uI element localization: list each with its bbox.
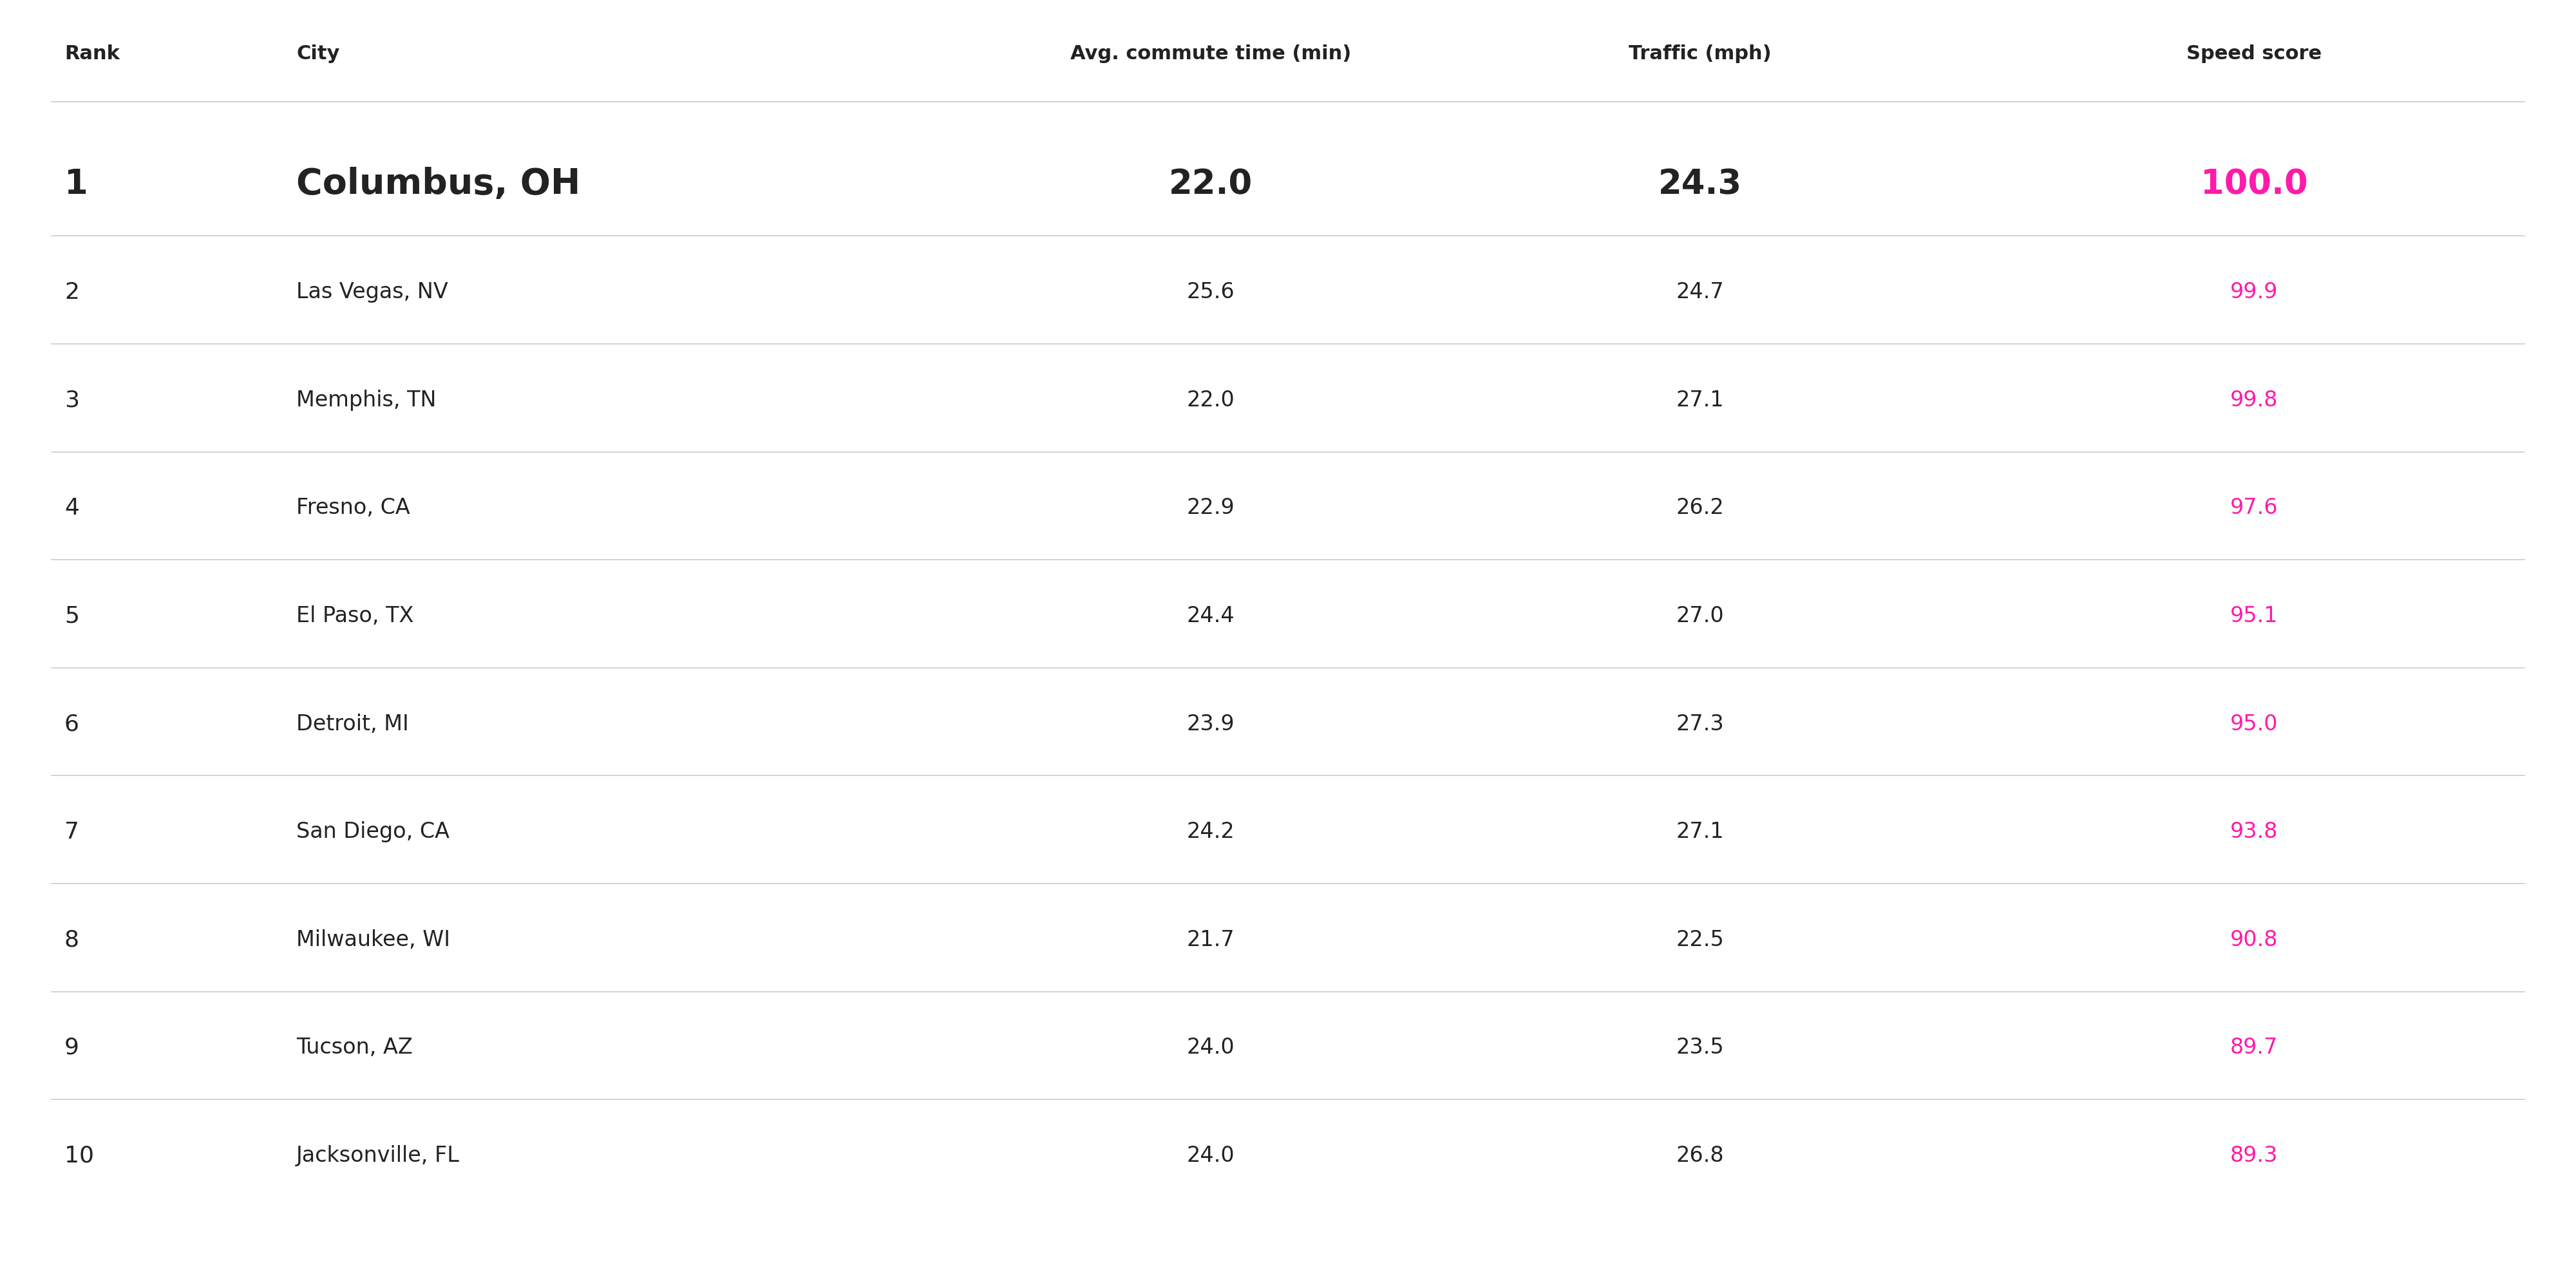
- Text: 4: 4: [64, 497, 80, 519]
- Text: Las Vegas, NV: Las Vegas, NV: [296, 282, 448, 302]
- Text: 3: 3: [64, 389, 80, 411]
- Text: 21.7: 21.7: [1188, 930, 1234, 950]
- Text: 24.0: 24.0: [1188, 1146, 1234, 1166]
- Text: Rank: Rank: [64, 44, 118, 64]
- Text: 7: 7: [64, 820, 80, 843]
- Text: Fresno, CA: Fresno, CA: [296, 498, 410, 518]
- Text: 2: 2: [64, 281, 80, 304]
- Text: El Paso, TX: El Paso, TX: [296, 606, 415, 626]
- Text: 9: 9: [64, 1036, 80, 1059]
- Text: 25.6: 25.6: [1188, 282, 1234, 302]
- Text: 24.4: 24.4: [1188, 606, 1234, 626]
- Text: 10: 10: [64, 1144, 93, 1167]
- Text: 99.9: 99.9: [2231, 282, 2277, 302]
- Text: 8: 8: [64, 928, 80, 951]
- Text: 95.1: 95.1: [2231, 606, 2277, 626]
- Text: 99.8: 99.8: [2231, 390, 2277, 410]
- Text: 22.5: 22.5: [1677, 930, 1723, 950]
- Text: 89.7: 89.7: [2231, 1038, 2277, 1058]
- Text: 95.0: 95.0: [2231, 714, 2277, 734]
- Text: Columbus, OH: Columbus, OH: [296, 166, 580, 202]
- Text: 27.0: 27.0: [1677, 606, 1723, 626]
- Text: Memphis, TN: Memphis, TN: [296, 390, 435, 410]
- Text: 5: 5: [64, 605, 80, 627]
- Text: 23.5: 23.5: [1677, 1038, 1723, 1058]
- Text: 22.9: 22.9: [1188, 498, 1234, 518]
- Text: 24.2: 24.2: [1188, 822, 1234, 842]
- Text: Tucson, AZ: Tucson, AZ: [296, 1038, 412, 1058]
- Text: 93.8: 93.8: [2231, 822, 2277, 842]
- Text: 89.3: 89.3: [2231, 1146, 2277, 1166]
- Text: 23.9: 23.9: [1188, 714, 1234, 734]
- Text: 100.0: 100.0: [2200, 168, 2308, 201]
- Text: 1: 1: [64, 168, 88, 201]
- Text: 97.6: 97.6: [2231, 498, 2277, 518]
- Text: 6: 6: [64, 712, 80, 735]
- Text: Detroit, MI: Detroit, MI: [296, 714, 410, 734]
- Text: City: City: [296, 44, 340, 64]
- Text: 27.1: 27.1: [1677, 390, 1723, 410]
- Text: 90.8: 90.8: [2231, 930, 2277, 950]
- Text: 26.2: 26.2: [1677, 498, 1723, 518]
- Text: Milwaukee, WI: Milwaukee, WI: [296, 930, 451, 950]
- Text: Avg. commute time (min): Avg. commute time (min): [1069, 44, 1352, 64]
- Text: 22.0: 22.0: [1170, 168, 1252, 201]
- Text: Jacksonville, FL: Jacksonville, FL: [296, 1146, 459, 1166]
- Text: San Diego, CA: San Diego, CA: [296, 822, 451, 842]
- Text: 24.0: 24.0: [1188, 1038, 1234, 1058]
- Text: 24.7: 24.7: [1677, 282, 1723, 302]
- Text: 27.3: 27.3: [1677, 714, 1723, 734]
- Text: 27.1: 27.1: [1677, 822, 1723, 842]
- Text: 22.0: 22.0: [1188, 390, 1234, 410]
- Text: 24.3: 24.3: [1659, 168, 1741, 201]
- Text: Speed score: Speed score: [2187, 44, 2321, 64]
- Text: 26.8: 26.8: [1677, 1146, 1723, 1166]
- Text: Traffic (mph): Traffic (mph): [1628, 44, 1772, 64]
